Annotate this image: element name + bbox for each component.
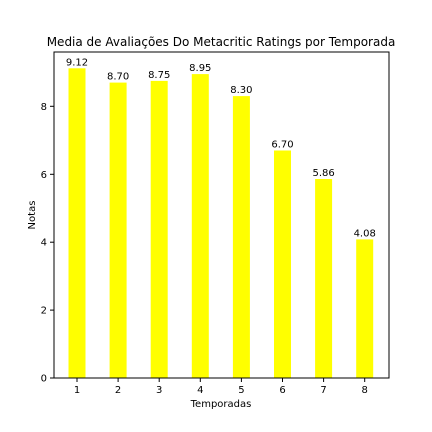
y-tick-label: 2	[41, 306, 47, 317]
value-label-season-5: 8.30	[230, 85, 252, 96]
x-axis: 1 2 3 4 5 6 7 8	[74, 378, 368, 396]
value-label-season-6: 6.70	[271, 140, 293, 151]
bar-season-6	[274, 150, 291, 378]
bar-season-5	[232, 96, 250, 378]
bar-season-4	[191, 74, 209, 378]
y-tick-label: 4	[41, 238, 47, 249]
y-tick-label: 0	[41, 374, 47, 385]
y-tick-label: 8	[41, 102, 47, 113]
x-tick-label: 1	[74, 385, 80, 396]
value-labels-group: 9.12 8.70 8.75 8.95 8.30 6.70 5.86 4.08	[66, 57, 376, 239]
value-label-season-1: 9.12	[66, 57, 88, 68]
y-tick-label: 6	[41, 170, 47, 181]
x-tick-label: 7	[320, 385, 326, 396]
x-tick-label: 3	[156, 385, 162, 396]
bar-season-1	[68, 68, 86, 379]
x-axis-label: Temporadas	[190, 399, 252, 410]
plot-frame	[53, 51, 390, 379]
value-label-season-8: 4.08	[354, 228, 376, 239]
value-label-season-4: 8.95	[189, 63, 211, 74]
chart-title: Media de Avaliações Do Metacritic Rating…	[47, 35, 396, 49]
x-tick-label: 8	[362, 385, 368, 396]
value-label-season-2: 8.70	[107, 72, 129, 83]
bar-season-8	[356, 239, 374, 378]
bars-group	[68, 68, 374, 379]
y-axis: 0 2 4 6 8	[41, 102, 54, 385]
value-label-season-7: 5.86	[312, 168, 334, 179]
x-tick-label: 2	[115, 385, 121, 396]
x-tick-label: 6	[279, 385, 285, 396]
y-axis-label: Notas	[27, 201, 38, 230]
bar-season-3	[150, 80, 168, 379]
x-tick-label: 4	[197, 385, 203, 396]
bar-season-7	[315, 179, 333, 378]
bar-season-2	[109, 82, 127, 378]
x-tick-label: 5	[238, 385, 244, 396]
value-label-season-3: 8.75	[148, 70, 170, 81]
